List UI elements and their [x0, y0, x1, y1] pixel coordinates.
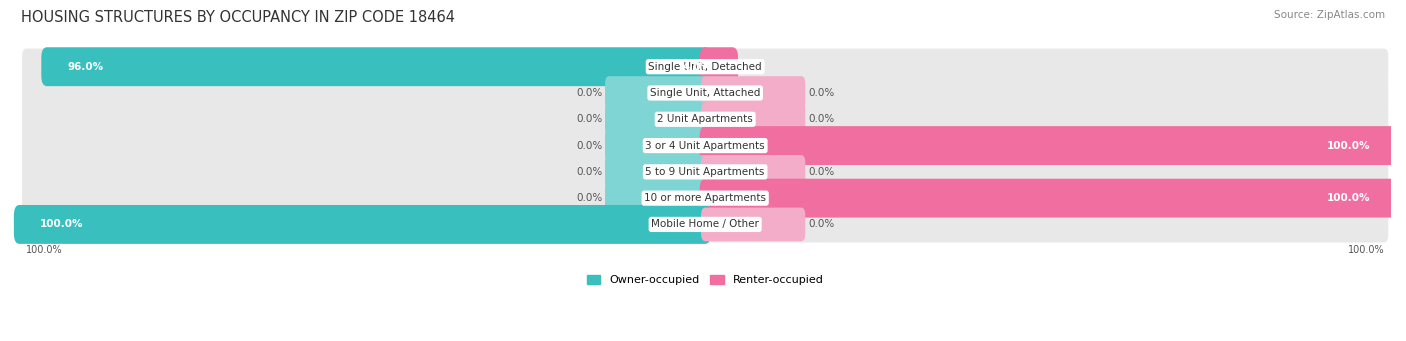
- FancyBboxPatch shape: [702, 208, 806, 241]
- Text: Mobile Home / Other: Mobile Home / Other: [651, 219, 759, 229]
- Text: 0.0%: 0.0%: [808, 167, 834, 177]
- Text: 0.0%: 0.0%: [576, 88, 602, 98]
- Text: 0.0%: 0.0%: [576, 167, 602, 177]
- FancyBboxPatch shape: [700, 179, 1396, 218]
- Text: Single Unit, Detached: Single Unit, Detached: [648, 62, 762, 72]
- FancyBboxPatch shape: [22, 101, 1388, 137]
- Text: 0.0%: 0.0%: [576, 140, 602, 151]
- Text: 3 or 4 Unit Apartments: 3 or 4 Unit Apartments: [645, 140, 765, 151]
- Text: 0.0%: 0.0%: [576, 114, 602, 124]
- FancyBboxPatch shape: [22, 180, 1388, 216]
- Legend: Owner-occupied, Renter-occupied: Owner-occupied, Renter-occupied: [582, 270, 828, 290]
- Text: 5 to 9 Unit Apartments: 5 to 9 Unit Apartments: [645, 167, 765, 177]
- FancyBboxPatch shape: [22, 128, 1388, 164]
- FancyBboxPatch shape: [22, 48, 1388, 85]
- FancyBboxPatch shape: [605, 129, 709, 162]
- FancyBboxPatch shape: [702, 76, 806, 110]
- Text: 0.0%: 0.0%: [808, 88, 834, 98]
- Text: 100.0%: 100.0%: [1327, 140, 1371, 151]
- FancyBboxPatch shape: [700, 47, 738, 86]
- Text: Source: ZipAtlas.com: Source: ZipAtlas.com: [1274, 10, 1385, 20]
- Text: 10 or more Apartments: 10 or more Apartments: [644, 193, 766, 203]
- Text: 2 Unit Apartments: 2 Unit Apartments: [657, 114, 754, 124]
- FancyBboxPatch shape: [605, 155, 709, 189]
- Text: 4.0%: 4.0%: [683, 62, 711, 72]
- Text: 0.0%: 0.0%: [576, 193, 602, 203]
- FancyBboxPatch shape: [14, 205, 710, 244]
- Text: Single Unit, Attached: Single Unit, Attached: [650, 88, 761, 98]
- Text: 96.0%: 96.0%: [67, 62, 104, 72]
- FancyBboxPatch shape: [22, 75, 1388, 111]
- Text: 100.0%: 100.0%: [39, 219, 83, 229]
- FancyBboxPatch shape: [700, 126, 1396, 165]
- Text: 0.0%: 0.0%: [808, 219, 834, 229]
- Text: 100.0%: 100.0%: [27, 246, 63, 255]
- Text: 100.0%: 100.0%: [1327, 193, 1371, 203]
- FancyBboxPatch shape: [605, 181, 709, 215]
- FancyBboxPatch shape: [22, 206, 1388, 242]
- FancyBboxPatch shape: [702, 155, 806, 189]
- FancyBboxPatch shape: [702, 102, 806, 136]
- FancyBboxPatch shape: [605, 102, 709, 136]
- Text: HOUSING STRUCTURES BY OCCUPANCY IN ZIP CODE 18464: HOUSING STRUCTURES BY OCCUPANCY IN ZIP C…: [21, 10, 456, 25]
- Text: 100.0%: 100.0%: [1347, 246, 1384, 255]
- FancyBboxPatch shape: [605, 76, 709, 110]
- FancyBboxPatch shape: [22, 154, 1388, 190]
- Text: 0.0%: 0.0%: [808, 114, 834, 124]
- FancyBboxPatch shape: [41, 47, 710, 86]
